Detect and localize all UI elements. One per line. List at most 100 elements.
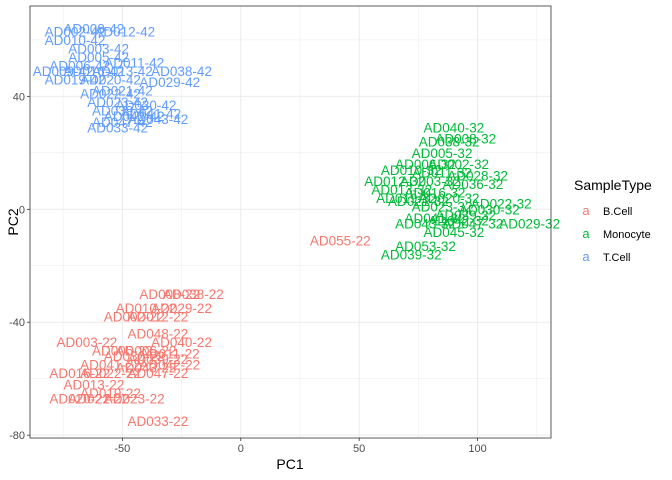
point-label: AD033-22 <box>127 414 188 429</box>
x-tick-label: 0 <box>238 443 244 455</box>
point-label: AD041-42 <box>120 106 181 121</box>
point-label: AD023-32 <box>412 199 473 214</box>
point-label: AD013-22 <box>64 377 125 392</box>
point-label: AD043-22 <box>116 360 177 375</box>
point-label: AD016-32 <box>405 185 466 200</box>
y-tick-label: 0 <box>19 204 25 216</box>
point-label: AD040-32 <box>424 120 485 135</box>
point-label: AD022-22 <box>80 366 141 381</box>
point-label: AD003-42 <box>68 41 129 56</box>
point-label: AD011-42 <box>104 55 164 70</box>
point-label: AD055-22 <box>310 233 371 248</box>
data-points: AD008-22AD038-22AD010-22AD029-22AD002-22… <box>33 22 560 429</box>
x-tick-label: -50 <box>114 443 130 455</box>
y-tick-label: -40 <box>9 317 25 329</box>
point-label: AD029-22 <box>151 301 212 316</box>
legend-key: a <box>582 203 590 218</box>
point-label: AD040-22 <box>151 335 212 350</box>
legend: SampleType a B.Cell a Monocyte a T.Cell <box>574 177 652 264</box>
y-axis-ticks: -80 -40 0 40 <box>9 91 30 442</box>
point-label: AD011-32 <box>412 166 472 181</box>
point-label: AD047-42 <box>92 115 153 130</box>
point-label: AD020-42 <box>80 72 141 87</box>
point-label: AD022-42 <box>80 87 141 102</box>
point-label: AD003-32 <box>400 174 461 189</box>
point-label: AD006-22 <box>116 343 177 358</box>
point-label: AD019-22 <box>80 386 141 401</box>
point-label: AD030-42 <box>116 98 177 113</box>
point-label: AD003-22 <box>56 335 117 350</box>
point-label: AD002-42 <box>45 24 106 39</box>
point-label: AD043-42 <box>127 112 188 127</box>
point-label: AD023-22 <box>104 391 165 406</box>
plot-panel <box>30 6 551 438</box>
point-label: AD002-32 <box>428 157 489 172</box>
point-label: AD029-32 <box>499 216 560 231</box>
point-label: AD028-32 <box>447 168 508 183</box>
point-label: AD041-22 <box>80 358 141 373</box>
point-label: AD030-32 <box>459 202 520 217</box>
point-label: AD038-32 <box>419 135 480 150</box>
legend-title: SampleType <box>574 177 652 193</box>
point-label: AD019-42 <box>45 72 106 87</box>
point-label: AD039-22 <box>127 352 188 367</box>
point-label: AD020-22 <box>49 391 110 406</box>
point-label: AD042-42 <box>104 109 165 124</box>
y-tick-label: -80 <box>9 430 25 442</box>
point-label: AD041-32 <box>405 211 466 226</box>
point-label: AD048-22 <box>127 327 188 342</box>
point-label: AD012-42 <box>94 24 155 39</box>
point-label: AD033-42 <box>87 120 148 135</box>
point-label: AD045-32 <box>424 225 485 240</box>
y-tick-label: 40 <box>13 91 25 103</box>
point-label: AD022-32 <box>471 197 532 212</box>
point-label: AD013-32 <box>371 183 432 198</box>
point-label: AD010-42 <box>45 33 106 48</box>
point-label: AD021-22 <box>68 391 129 406</box>
point-label: AD021-32 <box>388 194 449 209</box>
point-label: AD039-32 <box>381 247 442 262</box>
point-label: AD039-42 <box>92 103 153 118</box>
point-label: AD047-22 <box>127 366 188 381</box>
point-label: AD010-22 <box>116 301 177 316</box>
point-label: AD029-42 <box>139 75 200 90</box>
x-tick-label: 100 <box>468 443 486 455</box>
point-label: AD019-32 <box>376 191 437 206</box>
point-label: AD011-22 <box>140 346 200 361</box>
point-label: AD008-32 <box>435 132 496 147</box>
point-label: AD005-22 <box>92 343 153 358</box>
point-label: AD038-42 <box>151 64 212 79</box>
point-label: AD016-42 <box>64 64 125 79</box>
point-label: AD020-32 <box>419 191 480 206</box>
point-label: AD005-42 <box>68 50 129 65</box>
legend-key: a <box>582 226 590 241</box>
point-label: AD002-22 <box>104 310 165 325</box>
major-gridlines <box>30 6 551 438</box>
point-label: AD030-22 <box>104 349 165 364</box>
plot-border <box>29 5 552 439</box>
point-label: AD039-32 <box>435 208 496 223</box>
point-label: AD009-42 <box>33 64 94 79</box>
point-label: AD006-42 <box>49 58 110 73</box>
minor-gridlines <box>30 6 551 438</box>
point-label: AD012-22 <box>127 310 188 325</box>
point-label: AD021-42 <box>92 84 153 99</box>
legend-label: B.Cell <box>603 206 632 218</box>
x-axis-title: PC1 <box>276 456 303 472</box>
point-label: AD043-32 <box>395 216 456 231</box>
legend-label: Monocyte <box>603 229 651 241</box>
legend-key: a <box>582 249 590 264</box>
point-label: AD023-42 <box>87 95 148 110</box>
y-axis-title: PC2 <box>5 208 21 235</box>
point-label: AD008-22 <box>139 287 200 302</box>
point-label: AD047-32 <box>442 216 503 231</box>
point-label: AD010-32 <box>381 163 442 178</box>
legend-label: T.Cell <box>603 252 631 264</box>
point-label: AD042-32 <box>428 214 489 229</box>
point-label: AD012-32 <box>364 174 425 189</box>
point-label: AD006-32 <box>395 157 456 172</box>
point-label: AD008-42 <box>64 22 125 37</box>
point-label: AD005-32 <box>412 146 473 161</box>
x-tick-label: 50 <box>353 443 365 455</box>
point-label: AD042-22 <box>139 358 200 373</box>
